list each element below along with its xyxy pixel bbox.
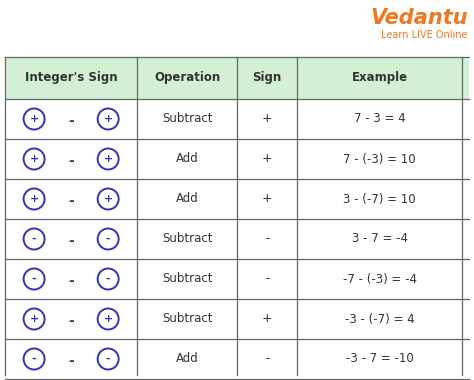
- Text: -3 - 7 = -10: -3 - 7 = -10: [346, 353, 413, 366]
- Bar: [5, 299, 469, 339]
- Text: -7 - (-3) = -4: -7 - (-3) = -4: [343, 272, 417, 285]
- Bar: [5, 57, 469, 99]
- Circle shape: [98, 309, 118, 329]
- Text: -: -: [68, 193, 74, 207]
- Bar: [5, 339, 469, 379]
- Text: Subtract: Subtract: [162, 112, 212, 125]
- Text: -: -: [68, 274, 74, 288]
- Circle shape: [24, 348, 45, 369]
- Bar: [5, 139, 469, 179]
- Text: -: -: [106, 234, 110, 244]
- Text: +: +: [29, 114, 39, 124]
- Text: +: +: [29, 154, 39, 164]
- Text: +: +: [262, 152, 273, 166]
- Text: 3 - (-7) = 10: 3 - (-7) = 10: [343, 193, 416, 206]
- Text: +: +: [262, 312, 273, 326]
- Text: -: -: [68, 114, 74, 128]
- Text: -: -: [265, 353, 269, 366]
- Text: -: -: [68, 233, 74, 247]
- Bar: [5, 379, 469, 380]
- Circle shape: [24, 228, 45, 250]
- Text: -: -: [32, 354, 36, 364]
- Bar: [5, 179, 469, 219]
- Text: +: +: [103, 154, 113, 164]
- Text: +: +: [103, 194, 113, 204]
- Bar: [5, 259, 469, 299]
- Text: Integer's Sign: Integer's Sign: [25, 71, 118, 84]
- Text: -: -: [265, 272, 269, 285]
- Text: Sign: Sign: [253, 71, 282, 84]
- Text: +: +: [29, 194, 39, 204]
- Text: -: -: [265, 233, 269, 245]
- Text: +: +: [103, 114, 113, 124]
- Text: -3 - (-7) = 4: -3 - (-7) = 4: [345, 312, 414, 326]
- Text: +: +: [262, 112, 273, 125]
- Text: 7 - 3 = 4: 7 - 3 = 4: [354, 112, 405, 125]
- Text: +: +: [29, 314, 39, 324]
- Text: -: -: [68, 154, 74, 168]
- Circle shape: [98, 228, 118, 250]
- Text: Add: Add: [176, 152, 199, 166]
- Text: -: -: [68, 353, 74, 367]
- Circle shape: [98, 149, 118, 169]
- Text: -: -: [68, 314, 74, 328]
- Text: 3 - 7 = -4: 3 - 7 = -4: [352, 233, 408, 245]
- Text: Subtract: Subtract: [162, 272, 212, 285]
- Text: -: -: [106, 274, 110, 284]
- Text: Subtract: Subtract: [162, 233, 212, 245]
- Text: Operation: Operation: [154, 71, 220, 84]
- Text: 7 - (-3) = 10: 7 - (-3) = 10: [343, 152, 416, 166]
- Text: +: +: [103, 314, 113, 324]
- Bar: [5, 99, 469, 139]
- Text: -: -: [32, 234, 36, 244]
- Circle shape: [98, 109, 118, 130]
- Circle shape: [24, 188, 45, 209]
- Bar: [5, 219, 469, 259]
- Circle shape: [24, 269, 45, 290]
- Circle shape: [98, 269, 118, 290]
- Text: Example: Example: [352, 71, 408, 84]
- Circle shape: [24, 149, 45, 169]
- Text: Add: Add: [176, 353, 199, 366]
- Circle shape: [24, 109, 45, 130]
- Text: Add: Add: [176, 193, 199, 206]
- Text: +: +: [262, 193, 273, 206]
- Text: -: -: [32, 274, 36, 284]
- Text: Subtract: Subtract: [162, 312, 212, 326]
- Circle shape: [98, 188, 118, 209]
- Text: Learn LIVE Online: Learn LIVE Online: [382, 30, 468, 40]
- Circle shape: [98, 348, 118, 369]
- Circle shape: [24, 309, 45, 329]
- Text: Vedantu: Vedantu: [370, 8, 468, 28]
- Text: -: -: [106, 354, 110, 364]
